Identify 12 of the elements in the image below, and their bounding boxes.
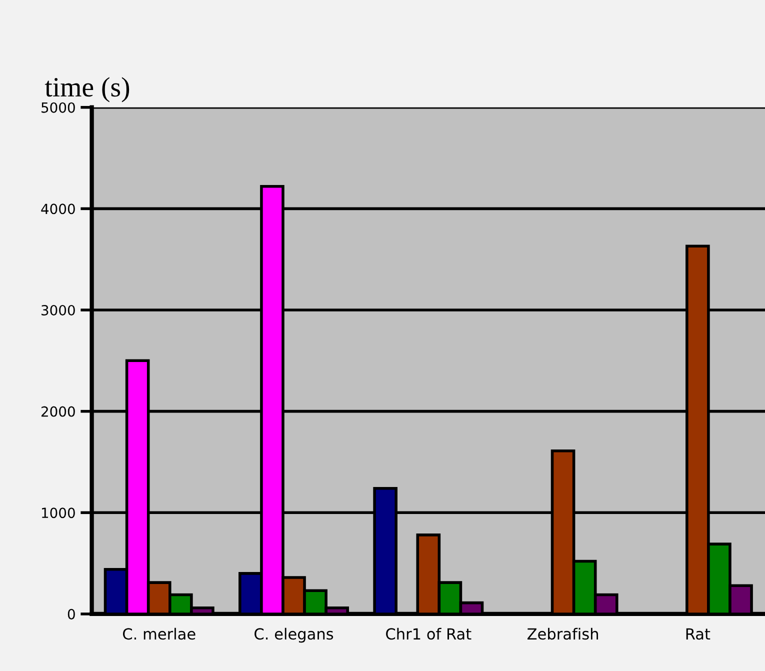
y-tick-label: 5000: [42, 102, 75, 113]
x-tick-label: Zebrafish: [527, 628, 598, 640]
y-tick-label: 2000: [42, 406, 75, 417]
y-tick-label: 3000: [42, 304, 75, 316]
y-tick-label: 0: [68, 608, 75, 620]
x-tick-label: C. elegans: [254, 628, 334, 643]
x-tick-label: Chr1 of Rat: [386, 628, 472, 640]
x-tick-label: C. merlae: [123, 628, 196, 640]
y-tick-label: 4000: [41, 204, 75, 214]
y-tick-label: 1000: [42, 508, 75, 518]
y-axis-title: time (s): [44, 77, 130, 102]
x-tick-label: Rat: [686, 628, 710, 640]
